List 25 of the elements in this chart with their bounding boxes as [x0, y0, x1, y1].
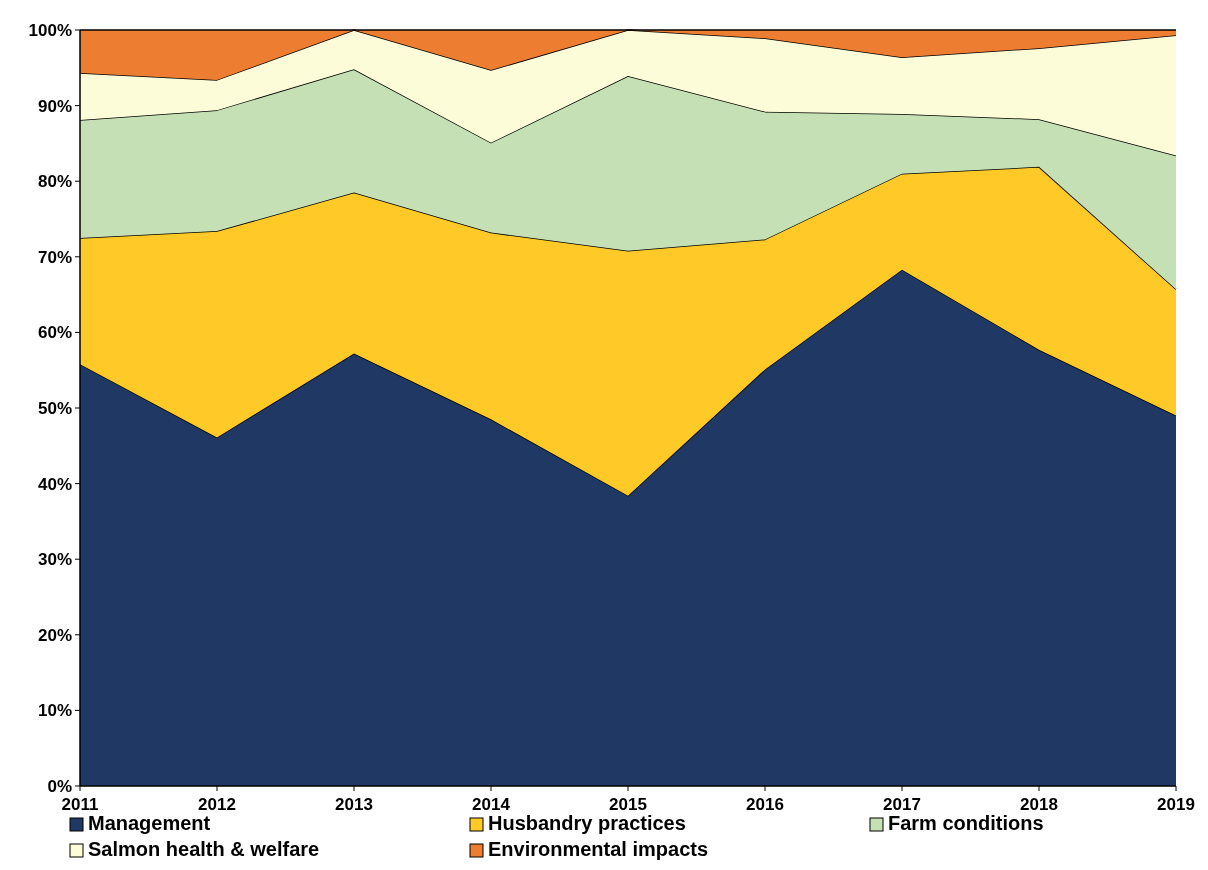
- legend-label: Salmon health & welfare: [88, 838, 320, 860]
- x-tick-label: 2011: [61, 795, 99, 814]
- legend-label: Farm conditions: [888, 812, 1044, 834]
- x-tick-label: 2019: [1157, 795, 1195, 814]
- legend-label: Management: [88, 812, 211, 834]
- x-tick-label: 2012: [198, 795, 236, 814]
- x-tick-label: 2015: [609, 795, 647, 814]
- legend-label: Environmental impacts: [488, 838, 709, 860]
- y-tick-label: 10%: [37, 701, 72, 721]
- y-tick-label: 0%: [47, 776, 72, 796]
- x-tick-label: 2017: [883, 795, 921, 814]
- y-tick-label: 60%: [37, 323, 72, 343]
- x-tick-label: 2018: [1020, 795, 1058, 814]
- y-tick-label: 100%: [28, 20, 72, 40]
- x-tick-label: 2013: [335, 795, 373, 814]
- y-tick-label: 50%: [37, 398, 72, 418]
- y-tick-label: 20%: [37, 625, 72, 645]
- x-tick-label: 2014: [472, 795, 511, 814]
- y-tick-label: 90%: [37, 96, 72, 116]
- y-tick-label: 70%: [37, 247, 72, 267]
- x-tick-label: 2016: [746, 795, 784, 814]
- legend-label: Husbandry practices: [488, 812, 686, 834]
- y-tick-label: 80%: [37, 172, 72, 192]
- y-tick-label: 40%: [37, 474, 72, 494]
- y-tick-label: 30%: [37, 550, 72, 570]
